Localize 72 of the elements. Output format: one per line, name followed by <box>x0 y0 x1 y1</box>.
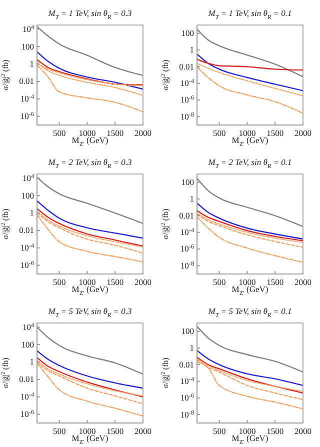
x-tick-label: 1000 <box>78 277 96 287</box>
y-tick-label: 10$^{4}$ <box>22 322 34 332</box>
x-tick-label: 1500 <box>266 426 284 436</box>
y-tick-label: 0.01 <box>19 374 34 384</box>
y-tick-label: 10$^{-4}$ <box>180 376 194 386</box>
y-tick-label: 0.01 <box>179 359 194 370</box>
y-tick-label: 100 <box>21 190 34 200</box>
x-tick-label: 2000 <box>134 128 152 138</box>
y-tick-label: 1 <box>190 194 194 204</box>
chart-title: M$_{T}$ = 5 TeV, sin θ$_{R}$ = 0.3 <box>47 306 132 319</box>
x-tick-label: 500 <box>52 128 66 138</box>
x-axis-title: M$_{Z′}$ (GeV) <box>72 433 108 446</box>
y-tick-label: 10$^{-6}$ <box>180 392 194 403</box>
x-tick-label: 1000 <box>238 277 256 287</box>
y-tick-label: 10$^{-8}$ <box>180 111 194 122</box>
x-tick-label: 2000 <box>294 426 312 436</box>
y-tick-label: 1 <box>30 58 34 69</box>
y-tick-label: 100 <box>181 177 194 188</box>
x-tick-label: 1500 <box>106 128 124 138</box>
y-tick-label: 10$^{-4}$ <box>20 242 34 253</box>
chart-title: M$_{T}$ = 2 TeV, sin θ$_{R}$ = 0.3 <box>47 157 132 170</box>
y-tick-label: 100 <box>21 339 34 350</box>
y-tick-label: 10$^{-4}$ <box>20 94 34 104</box>
y-tick-label: 10$^{4}$ <box>22 24 34 34</box>
x-tick-label: 2000 <box>134 426 152 436</box>
y-tick-label: 10$^{-6}$ <box>20 260 34 270</box>
x-tick-label: 500 <box>212 128 226 138</box>
x-tick-label: 1000 <box>238 426 256 436</box>
x-tick-label: 1000 <box>78 426 96 436</box>
y-tick-label: 10$^{4}$ <box>22 172 34 183</box>
x-axis-title: M$_{Z′}$ (GeV) <box>232 433 268 446</box>
y-tick-label: 10$^{-8}$ <box>180 260 194 270</box>
x-axis-title: M$_{Z′}$ (GeV) <box>232 135 268 148</box>
y-tick-label: 100 <box>181 28 194 38</box>
y-tick-label: 10$^{-6}$ <box>20 111 34 122</box>
y-tick-label: 1 <box>190 342 194 353</box>
chart-title: M$_{T}$ = 2 TeV, sin θ$_{R}$ = 0.1 <box>207 157 292 170</box>
y-tick-label: 1 <box>30 208 34 218</box>
x-tick-label: 500 <box>52 426 66 436</box>
chart-title: M$_{T}$ = 1 TeV, sin θ$_{R}$ = 0.3 <box>47 8 132 21</box>
y-tick-label: 10$^{-4}$ <box>180 78 194 88</box>
y-tick-label: 10$^{-4}$ <box>20 392 34 402</box>
y-tick-label: 0.01 <box>19 76 34 86</box>
y-tick-label: 10$^{-8}$ <box>180 409 194 420</box>
chart-title: M$_{T}$ = 5 TeV, sin θ$_{R}$ = 0.1 <box>207 306 292 319</box>
y-tick-label: 100 <box>181 326 194 336</box>
x-tick-label: 2000 <box>294 277 312 287</box>
x-tick-label: 1500 <box>106 426 124 436</box>
chart-title: M$_{T}$ = 1 TeV, sin θ$_{R}$ = 0.1 <box>207 8 292 21</box>
x-tick-label: 1500 <box>266 277 284 287</box>
x-axis-title: M$_{Z′}$ (GeV) <box>72 135 108 148</box>
y-tick-label: 0.01 <box>179 210 194 220</box>
x-axis-title: M$_{Z′}$ (GeV) <box>72 284 108 297</box>
y-tick-label: 0.01 <box>179 61 194 72</box>
x-tick-label: 1000 <box>78 128 96 138</box>
y-tick-label: 1 <box>30 356 34 367</box>
y-tick-label: 10$^{-6}$ <box>20 409 34 420</box>
x-axis-title: M$_{Z′}$ (GeV) <box>232 284 268 297</box>
x-tick-label: 2000 <box>134 277 152 287</box>
y-tick-label: 10$^{-6}$ <box>180 94 194 105</box>
x-tick-label: 2000 <box>294 128 312 138</box>
x-tick-label: 500 <box>212 277 226 287</box>
y-tick-label: 10$^{-4}$ <box>180 227 194 238</box>
x-tick-label: 500 <box>212 426 226 436</box>
y-tick-label: 100 <box>21 41 34 52</box>
x-tick-label: 1000 <box>238 128 256 138</box>
y-tick-label: 10$^{-6}$ <box>180 244 194 254</box>
y-tick-label: 1 <box>190 44 194 55</box>
x-tick-label: 1500 <box>266 128 284 138</box>
x-tick-label: 500 <box>52 277 66 287</box>
y-tick-label: 0.01 <box>19 225 34 236</box>
x-tick-label: 1500 <box>106 277 124 287</box>
